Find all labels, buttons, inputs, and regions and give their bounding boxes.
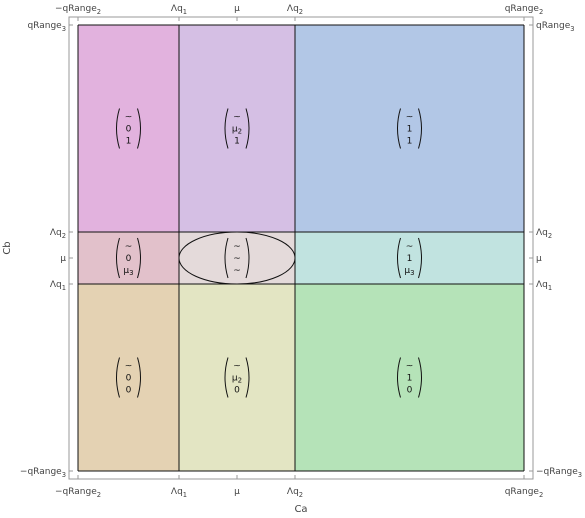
region-r1c3 xyxy=(295,25,524,232)
vector-entry: 0 xyxy=(407,386,413,396)
axis-ticks xyxy=(69,17,533,479)
vector-entry: 1 xyxy=(126,137,132,147)
vector-entry: ~ xyxy=(233,362,241,372)
x-tick-label-top: −qRange2 xyxy=(55,4,101,16)
state-vector-r2c1: ~0 μ3 xyxy=(116,237,141,279)
vector-entry: 0 xyxy=(126,254,132,264)
region-r1c2 xyxy=(179,25,295,232)
vector-entry: 0 xyxy=(126,374,132,384)
region-r2c1 xyxy=(78,232,179,284)
x-tick-label-top: qRange2 xyxy=(505,4,544,16)
y-tick-label-left: Λq1 xyxy=(50,280,66,292)
y-tick-label-right: μ xyxy=(536,254,542,264)
x-tick-label-bottom: Λq1 xyxy=(171,487,187,499)
right-paren xyxy=(137,357,141,398)
state-vector-r3c2: ~ μ20 xyxy=(224,357,250,398)
region-r3c1 xyxy=(78,284,179,471)
x-tick-label-bottom: Λq2 xyxy=(287,487,303,499)
right-paren xyxy=(137,237,141,279)
vector-entry: ~ xyxy=(125,362,133,372)
y-tick-label-left: Λq2 xyxy=(50,228,66,240)
y-tick-label-left: −qRange3 xyxy=(20,467,66,479)
x-axis-label: Ca xyxy=(294,504,307,515)
region-r2c3 xyxy=(295,232,524,284)
y-tick-label-right: Λq1 xyxy=(536,280,552,292)
right-paren xyxy=(245,237,250,279)
left-paren xyxy=(116,237,120,279)
x-tick-label-bottom: μ xyxy=(234,487,240,497)
vector-entry: μ3 xyxy=(123,266,133,277)
vector-entry: 0 xyxy=(234,386,240,396)
vector-entry: ~ xyxy=(233,254,241,264)
left-paren xyxy=(224,237,229,279)
vector-entry: ~ xyxy=(406,113,414,123)
vector-entry: ~ xyxy=(406,242,414,252)
vector-entry: ~ xyxy=(233,266,241,276)
y-tick-label-left: qRange3 xyxy=(27,21,66,33)
state-vector-r2c3: ~1 μ3 xyxy=(397,237,422,279)
right-paren xyxy=(418,237,422,279)
y-tick-label-right: −qRange3 xyxy=(536,467,582,479)
vector-entry: 0 xyxy=(126,386,132,396)
vector-entry: 1 xyxy=(407,254,413,264)
state-vector-r1c2: ~ μ21 xyxy=(224,108,250,149)
region-r3c2 xyxy=(179,284,295,471)
state-vector-r3c3: ~1 0 xyxy=(397,357,422,398)
vector-entry: μ2 xyxy=(232,125,242,136)
vector-entry: 1 xyxy=(407,125,413,135)
vector-entry: ~ xyxy=(406,362,414,372)
vector-entry: ~ xyxy=(233,242,241,252)
y-tick-label-left: μ xyxy=(60,254,66,264)
vector-entry: 0 xyxy=(126,125,132,135)
state-vector-r2c2: ~ ~ ~ xyxy=(224,237,250,279)
state-vector-r1c3: ~1 1 xyxy=(397,108,422,149)
x-tick-label-bottom: qRange2 xyxy=(505,487,544,499)
vector-entry: 1 xyxy=(234,137,240,147)
vector-entry: ~ xyxy=(233,113,241,123)
state-vector-r1c1: ~0 1 xyxy=(116,108,141,149)
x-tick-label-bottom: −qRange2 xyxy=(55,487,101,499)
region-r3c3 xyxy=(295,284,524,471)
center-ellipse xyxy=(178,231,296,285)
region-r2c2 xyxy=(179,232,295,284)
vector-entry: ~ xyxy=(125,242,133,252)
left-paren xyxy=(116,357,120,398)
y-tick-label-right: Λq2 xyxy=(536,228,552,240)
left-paren xyxy=(116,108,120,149)
right-paren xyxy=(418,357,422,398)
region-r1c1 xyxy=(78,25,179,232)
left-paren xyxy=(224,108,229,149)
left-paren xyxy=(397,237,401,279)
right-paren xyxy=(137,108,141,149)
y-tick-label-right: qRange3 xyxy=(536,21,575,33)
vector-entry: ~ xyxy=(125,113,133,123)
region-boundaries xyxy=(77,24,525,472)
vector-entry: 1 xyxy=(407,137,413,147)
right-paren xyxy=(418,108,422,149)
left-paren xyxy=(397,108,401,149)
x-tick-label-top: μ xyxy=(234,4,240,14)
vector-entry: μ2 xyxy=(232,374,242,385)
right-paren xyxy=(245,108,250,149)
left-paren xyxy=(397,357,401,398)
plot-frame xyxy=(68,16,534,480)
right-paren xyxy=(245,357,250,398)
vector-entry: 1 xyxy=(407,374,413,384)
y-axis-label: Cb xyxy=(2,241,13,254)
state-vector-r3c1: ~0 0 xyxy=(116,357,141,398)
left-paren xyxy=(224,357,229,398)
x-tick-label-top: Λq2 xyxy=(287,4,303,16)
x-tick-label-top: Λq1 xyxy=(171,4,187,16)
vector-entry: μ3 xyxy=(404,266,414,277)
